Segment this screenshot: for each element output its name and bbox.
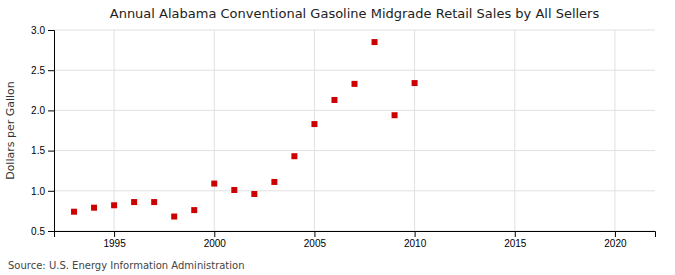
x-tick: 2000	[204, 231, 227, 249]
x-tick-mark	[214, 231, 215, 237]
y-axis-line	[48, 31, 55, 232]
x-axis-line	[55, 232, 656, 238]
point	[71, 209, 77, 215]
x-tick-mark	[114, 231, 115, 237]
y-grid-line	[54, 190, 655, 191]
x-grid-line	[614, 30, 615, 231]
point	[291, 153, 297, 159]
grid	[54, 30, 655, 231]
y-tick-label: 2.0	[31, 105, 45, 116]
y-axis: 0.5 1.0 1.5 2.0 2.5 3.0	[31, 25, 54, 237]
x-tick: 2005	[304, 231, 327, 249]
title: Annual Alabama Conventional Gasoline Mid…	[110, 6, 600, 21]
plot-area: 1995 2000 2005 2010 2015 2020 0.5 1.0 1.5 2.0 2.5 3…	[31, 25, 655, 249]
point	[352, 81, 358, 87]
x-axis: 1995 2000 2005 2010 2015 2020	[55, 231, 656, 249]
point	[111, 202, 117, 208]
y-tick: 3.0	[31, 25, 54, 36]
source: Source: U.S. Energy Information Administ…	[8, 260, 245, 271]
point	[372, 39, 378, 45]
y-tick: 1.0	[31, 186, 54, 197]
y-tick-label: 1.5	[31, 145, 45, 156]
x-tick-label: 2010	[404, 238, 427, 249]
point	[191, 207, 197, 213]
point	[131, 199, 137, 205]
point	[251, 191, 257, 197]
y-tick-label: 0.5	[31, 226, 45, 237]
x-tick: 1995	[103, 231, 126, 249]
x-tick-mark	[615, 231, 616, 237]
point	[412, 80, 418, 86]
y-tick-mark	[48, 231, 54, 232]
point	[151, 199, 157, 205]
point	[311, 121, 317, 127]
y-tick: 1.5	[31, 145, 54, 156]
y-tick-label: 3.0	[31, 25, 45, 36]
x-grid-line	[114, 30, 115, 231]
y-tick-mark	[48, 151, 54, 152]
y-tick-mark	[48, 70, 54, 71]
x-grid-line	[314, 30, 315, 231]
x-tick: 2010	[404, 231, 427, 249]
y-tick-mark	[48, 30, 54, 31]
y-tick-label: 2.5	[31, 65, 45, 76]
x-tick: 2015	[504, 231, 527, 249]
y-grid-line	[54, 70, 655, 71]
chart: 1995 2000 2005 2010 2015 2020 0.5 1.0 1.5 2.0 2.5 3…	[0, 0, 675, 275]
x-tick-mark	[415, 231, 416, 237]
point	[231, 187, 237, 193]
x-tick-label: 2000	[204, 238, 227, 249]
y-tick: 0.5	[31, 226, 54, 237]
x-grid-line	[414, 30, 415, 231]
point	[211, 181, 217, 187]
y-axis-title: Dollars per Gallon	[4, 81, 17, 180]
y-grid-line	[54, 110, 655, 111]
point	[331, 97, 337, 103]
y-grid-line	[54, 150, 655, 151]
y-tick-mark	[48, 110, 54, 111]
x-grid-line	[514, 30, 515, 231]
y-grid-line	[54, 30, 655, 31]
x-tick-label: 2020	[604, 238, 627, 249]
y-tick-mark	[48, 191, 54, 192]
point	[91, 205, 97, 211]
y-tick: 2.0	[31, 105, 54, 116]
x-tick-label: 2005	[304, 238, 327, 249]
y-tick: 2.5	[31, 65, 54, 76]
y-tick-label: 1.0	[31, 186, 45, 197]
point	[171, 214, 177, 220]
x-tick-mark	[314, 231, 315, 237]
x-tick-mark	[515, 231, 516, 237]
x-grid-line	[214, 30, 215, 231]
x-tick-label: 2015	[504, 238, 527, 249]
x-tick: 2020	[604, 231, 627, 249]
x-tick-label: 1995	[103, 238, 126, 249]
points	[71, 39, 418, 219]
point	[392, 112, 398, 118]
point	[271, 179, 277, 185]
